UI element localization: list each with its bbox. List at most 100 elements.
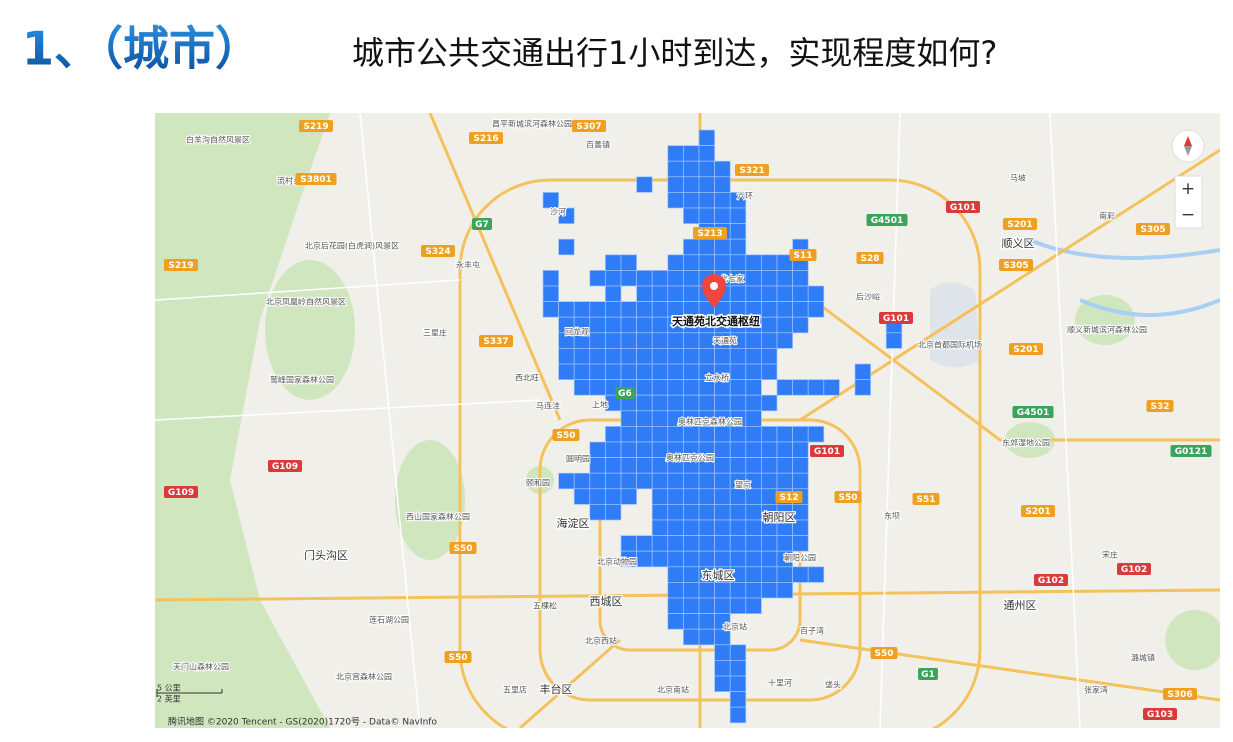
road-shield-label: G4501: [871, 216, 903, 226]
place-label: 三星庄: [423, 328, 447, 338]
reach-cell: [620, 316, 637, 334]
reach-cell: [683, 254, 700, 271]
road-shield: [1003, 218, 1037, 230]
place-label: 朝阳公园: [784, 554, 816, 563]
place-label: 回龙观: [565, 327, 589, 337]
reach-cell: [885, 332, 903, 349]
reach-cell: [792, 301, 809, 318]
road-shield: [1117, 563, 1151, 575]
place-label: 北京动物园: [597, 557, 637, 567]
reach-cell: [589, 379, 606, 396]
reach-cell: [542, 285, 559, 302]
road-shield-label: S50: [448, 653, 467, 663]
place-label: 北七家: [720, 274, 744, 284]
reach-cell: [745, 270, 762, 287]
road-shield-label: S213: [697, 229, 722, 239]
reach-cell: [698, 519, 715, 536]
road-shield: [421, 245, 455, 257]
reach-cell: [542, 301, 559, 318]
road-shield: [572, 120, 606, 132]
reach-cell: [636, 285, 653, 302]
road-shield-label: G101: [883, 314, 909, 324]
reach-cell: [729, 691, 747, 708]
reach-cell: [683, 285, 700, 302]
reach-cell: [761, 566, 778, 583]
reach-cell: [823, 379, 840, 396]
reach-cell: [776, 270, 793, 287]
reach-cell: [667, 535, 684, 552]
zoom-in[interactable]: +: [1181, 179, 1195, 199]
reach-cell: [651, 394, 669, 412]
place-label: 马坡: [1010, 173, 1026, 183]
reach-cell: [605, 441, 622, 458]
reach-cell: [542, 192, 559, 209]
scale-bar: [156, 689, 223, 697]
reach-cell: [714, 675, 731, 692]
reach-cell: [729, 348, 747, 365]
reach-cell: [745, 254, 762, 271]
reach-cell: [792, 270, 809, 287]
reach-cell: [573, 301, 591, 318]
reach-cell: [807, 566, 825, 583]
reach-cell: [714, 394, 731, 412]
place-label: 百善镇: [586, 140, 610, 150]
reach-cell: [761, 457, 778, 474]
reach-cell: [776, 316, 793, 334]
reach-cell: [667, 597, 684, 614]
place-label: 北京西站: [585, 636, 617, 646]
place-label: 张家湾: [1084, 685, 1108, 695]
road-shield: [1146, 400, 1174, 412]
reach-cell: [807, 301, 825, 318]
reach-cell: [667, 160, 684, 178]
reach-cell: [729, 550, 747, 568]
reach-cell: [651, 316, 669, 334]
reach-cell: [683, 488, 700, 505]
reach-cell: [807, 426, 825, 443]
reach-cell: [729, 457, 747, 474]
reach-cell: [589, 363, 606, 380]
reach-cell: [636, 535, 653, 552]
reach-cell: [605, 426, 622, 443]
reach-cell: [761, 316, 778, 334]
road-shield: [912, 493, 940, 505]
reach-cell: [729, 644, 747, 661]
reach-cell: [605, 285, 622, 302]
scale-km: 5 公里: [157, 684, 181, 693]
reach-cell: [761, 550, 778, 568]
place-label: 北京站: [723, 622, 747, 632]
place-label: 六环: [737, 191, 753, 201]
reach-cell: [792, 379, 809, 396]
reach-cell: [792, 457, 809, 474]
zoom-out[interactable]: −: [1181, 205, 1195, 225]
road-shield-label: S12: [779, 493, 798, 503]
reach-cell: [729, 582, 747, 599]
road-shield-label: G103: [1147, 710, 1173, 720]
road-shield-label: S307: [576, 122, 601, 132]
reach-cell: [714, 192, 731, 209]
reach-cell: [761, 270, 778, 287]
place-label: 十里河: [768, 678, 792, 688]
road-shield-label: S321: [739, 166, 764, 176]
reach-cell: [667, 550, 684, 568]
place-label: 北京首都国际机场: [918, 340, 982, 350]
road-shield-label: S50: [838, 493, 857, 503]
road-shield: [1136, 223, 1170, 235]
reach-cell: [792, 285, 809, 302]
location-pin: [702, 274, 726, 308]
road-shield: [1021, 505, 1055, 517]
road-shield: [735, 164, 769, 176]
reach-cell: [745, 504, 762, 521]
reach-cell: [776, 472, 793, 490]
road-shield: [999, 259, 1033, 271]
reach-cell: [558, 348, 575, 365]
place-label: 东郊湿地公园: [1002, 438, 1050, 448]
reach-cell: [636, 457, 653, 474]
reach-cell: [698, 348, 715, 365]
reach-cell: [792, 472, 809, 490]
road-shield-label: S3801: [300, 175, 332, 185]
place-label: 西山国家森林公园: [406, 512, 470, 522]
attribution: 腾讯地图 ©2020 Tencent - GS(2020)1720号 - Dat…: [168, 716, 437, 728]
reach-cell: [636, 316, 653, 334]
reach-cell: [651, 426, 669, 443]
place-label: 垡头: [825, 680, 841, 690]
